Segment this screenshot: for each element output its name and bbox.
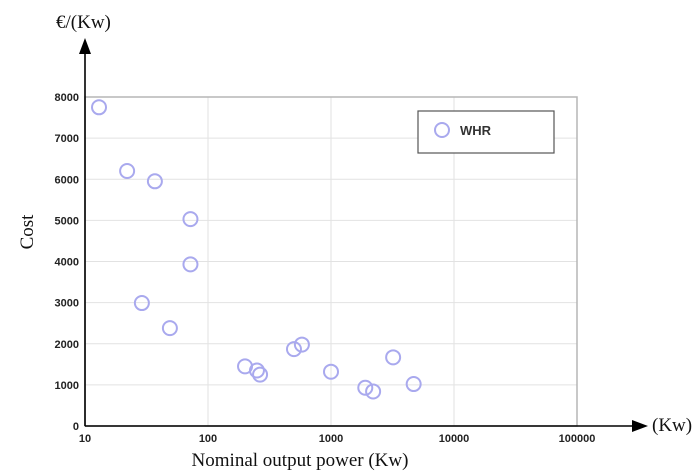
y-tick-label: 4000 [55, 257, 79, 269]
data-point [405, 376, 422, 393]
data-point [248, 362, 265, 379]
x-tick-label: 10000 [439, 433, 470, 445]
y-tick-label: 7000 [55, 133, 79, 145]
x-axis-arrow [632, 420, 648, 432]
data-point [146, 173, 163, 190]
data-point [133, 295, 150, 312]
data-point [385, 349, 402, 366]
data-point [182, 256, 199, 273]
x-unit-label: (Kw) [652, 415, 692, 436]
data-point [365, 383, 382, 400]
legend-box [417, 110, 555, 154]
x-tick-label: 1000 [319, 433, 343, 445]
legend-marker [434, 122, 450, 138]
y-tick-label: 6000 [55, 174, 79, 186]
y-axis-arrow [79, 38, 91, 54]
x-axis-label: Nominal output power (Kw) [192, 450, 409, 471]
data-point [323, 363, 339, 380]
x-tick-label: 100 [199, 433, 217, 445]
y-tick-label: 0 [73, 421, 79, 433]
x-tick-label: 10 [79, 433, 91, 445]
y-tick-label: 2000 [55, 339, 79, 351]
data-points [91, 99, 422, 400]
data-point [161, 320, 178, 337]
x-tick-labels: 10 100 1000 10000 100000 [79, 433, 595, 445]
x-tick-label: 100000 [559, 433, 596, 445]
data-point [91, 99, 108, 116]
y-axis-label: Cost [17, 214, 38, 250]
y-tick-labels: 0 1000 2000 3000 4000 5000 6000 7000 8000 [55, 92, 79, 433]
data-point [182, 211, 199, 228]
y-unit-label: €/(Kw) [56, 12, 111, 33]
data-point [285, 341, 302, 358]
data-point [119, 163, 136, 180]
legend-label: WHR [460, 123, 492, 138]
y-tick-label: 1000 [55, 380, 79, 392]
y-tick-label: 5000 [55, 215, 79, 227]
y-tick-label: 3000 [55, 298, 79, 310]
legend: WHR [417, 110, 555, 154]
data-point [293, 336, 310, 353]
data-point [252, 366, 269, 383]
y-tick-label: 8000 [55, 92, 79, 104]
data-point [357, 379, 374, 396]
